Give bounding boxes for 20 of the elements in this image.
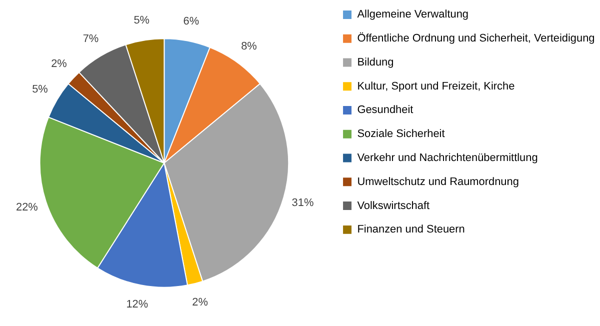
data-label: 5% <box>134 14 150 26</box>
data-label: 31% <box>292 197 314 210</box>
legend-label: Gesundheit <box>357 104 414 116</box>
data-label: 2% <box>192 296 208 309</box>
legend-label: Öffentliche Ordnung und Sicherheit, Verteidigung <box>357 32 595 45</box>
legend-label: Finanzen und Steuern <box>357 224 465 236</box>
legend-label: Allgemeine Verwaltung <box>357 8 468 21</box>
data-label: 22% <box>16 202 38 214</box>
legend-label: Volkswirtschaft <box>357 200 430 212</box>
legend-label: Umweltschutz und Raumordnung <box>357 176 519 188</box>
data-label: 12% <box>126 298 148 311</box>
legend-label: Soziale Sicherheit <box>357 128 445 140</box>
data-label: 5% <box>32 84 48 96</box>
data-label: 7% <box>82 32 99 45</box>
legend-label: Kultur, Sport und Freizeit, Kirche <box>357 80 515 92</box>
legend-label: Bildung <box>357 56 394 68</box>
data-label: 8% <box>241 40 258 52</box>
legend-label: Verkehr und Nachrichtenübermittlung <box>357 152 538 164</box>
data-label: 6% <box>183 15 200 28</box>
data-label: 2% <box>51 58 68 70</box>
